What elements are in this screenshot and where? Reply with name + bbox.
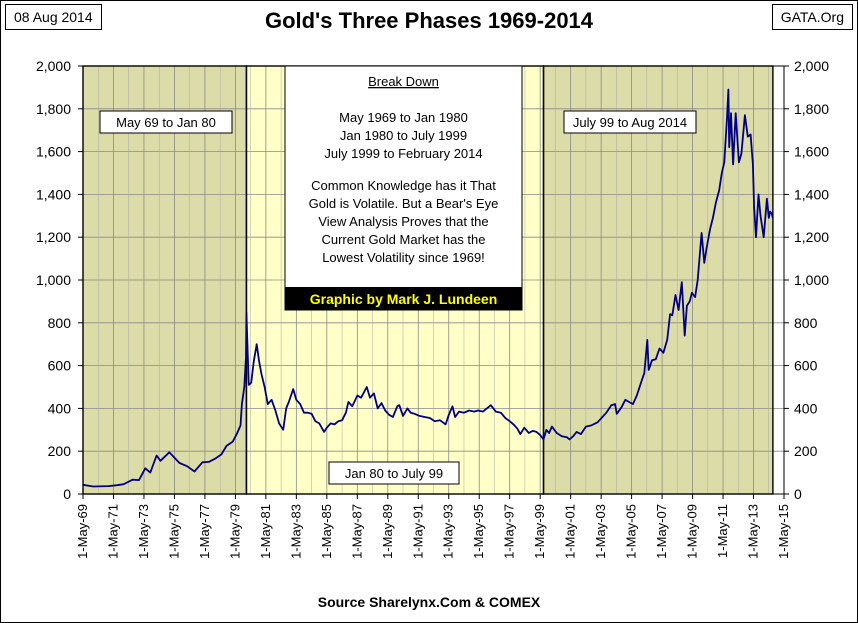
x-tick: 1-May-11 xyxy=(715,504,730,558)
x-tick: 1-May-73 xyxy=(136,504,151,559)
date-box: 08 Aug 2014 xyxy=(5,4,102,30)
y-tick-right: 1,200 xyxy=(794,229,829,245)
breakdown-line: May 1969 to Jan 1980 xyxy=(339,110,468,125)
note-line: Lowest Volatility since 1969! xyxy=(322,250,485,265)
note-box xyxy=(284,65,523,311)
y-tick-left: 200 xyxy=(48,443,72,459)
y-tick-left: 1,800 xyxy=(36,101,71,117)
y-tick-right: 800 xyxy=(794,315,818,331)
x-tick: 1-May-75 xyxy=(166,504,181,559)
x-tick: 1-May-99 xyxy=(532,504,547,559)
x-tick: 1-May-95 xyxy=(471,504,486,559)
x-tick: 1-May-15 xyxy=(776,504,791,559)
x-tick: 1-May-91 xyxy=(410,504,425,559)
x-tick: 1-May-03 xyxy=(593,504,608,559)
x-tick: 1-May-71 xyxy=(105,504,120,559)
y-tick-left: 1,000 xyxy=(36,272,71,288)
x-tick: 1-May-89 xyxy=(380,504,395,559)
x-tick: 1-May-93 xyxy=(441,504,456,559)
note-line: Gold is Volatile. But a Bear's Eye xyxy=(309,196,499,211)
axes: 0 0 200 200 400 400 600 600 800 800 1,000 1,000 1,20… xyxy=(36,58,829,559)
y-tick-right: 400 xyxy=(794,400,818,416)
x-tick: 1-May-79 xyxy=(227,504,242,559)
source-text: Sharelynx.Com & COMEX xyxy=(369,594,541,610)
y-tick-left: 1,200 xyxy=(36,229,71,245)
chart-title: Gold's Three Phases 1969-2014 xyxy=(264,8,594,33)
y-tick-right: 600 xyxy=(794,358,818,374)
y-tick-left: 1,400 xyxy=(36,186,71,202)
credit-text: Graphic by Mark J. Lundeen xyxy=(310,291,498,307)
site-box: GATA.Org xyxy=(771,4,853,30)
phase-labels: May 69 to Jan 80 July 99 to Aug 2014 Jan 8… xyxy=(99,110,697,485)
note-line: Common Knowledge has it That xyxy=(311,178,496,193)
y-tick-right: 1,400 xyxy=(794,186,829,202)
y-tick-left: 400 xyxy=(48,400,72,416)
y-tick-left: 600 xyxy=(48,358,72,374)
breakdown-note: Break Down May 1969 to Jan 1980 Jan 1980 t… xyxy=(284,65,523,311)
x-tick: 1-May-09 xyxy=(685,504,700,559)
note-line: Current Gold Market has the xyxy=(321,232,485,247)
series-layer xyxy=(82,88,774,488)
x-tick: 1-May-01 xyxy=(563,504,578,559)
gold-price-line xyxy=(82,88,774,488)
breakdown-line: Jan 1980 to July 1999 xyxy=(340,128,467,143)
x-tick: 1-May-87 xyxy=(349,504,364,559)
y-tick-left: 2,000 xyxy=(36,58,71,74)
y-tick-right: 0 xyxy=(794,486,802,502)
phase2-label-box xyxy=(328,461,460,485)
source-note: Source Sharelynx.Com & COMEX xyxy=(0,594,858,610)
x-tick: 1-May-07 xyxy=(654,504,669,559)
y-tick-right: 1,600 xyxy=(794,144,829,160)
note-line: View Analysis Proves that the xyxy=(318,214,488,229)
x-tick: 1-May-81 xyxy=(258,504,273,559)
y-tick-right: 2,000 xyxy=(794,58,829,74)
y-tick-left: 0 xyxy=(63,486,71,502)
phase1-label: May 69 to Jan 80 xyxy=(116,115,216,130)
phase3-label-box xyxy=(563,110,697,134)
x-tick: 1-May-85 xyxy=(319,504,334,559)
x-tick: 1-May-13 xyxy=(746,504,761,559)
x-tick: 1-May-97 xyxy=(502,504,517,559)
y-tick-left: 800 xyxy=(48,315,72,331)
breakdown-line: July 1999 to February 2014 xyxy=(324,146,482,161)
breakdown-title: Break Down xyxy=(368,74,439,89)
phase3-label: July 99 to Aug 2014 xyxy=(573,115,687,130)
x-tick: 1-May-69 xyxy=(75,504,90,559)
credit-bar xyxy=(285,287,522,310)
y-tick-left: 1,600 xyxy=(36,144,71,160)
y-tick-right: 200 xyxy=(794,443,818,459)
x-tick: 1-May-05 xyxy=(624,504,639,559)
y-tick-right: 1,000 xyxy=(794,272,829,288)
x-tick: 1-May-77 xyxy=(197,504,212,559)
phase2-label: Jan 80 to July 99 xyxy=(345,466,443,481)
x-tick: 1-May-83 xyxy=(288,504,303,559)
phase1-label-box xyxy=(99,110,233,134)
y-tick-right: 1,800 xyxy=(794,101,829,117)
source-prefix: Source xyxy=(317,594,370,610)
